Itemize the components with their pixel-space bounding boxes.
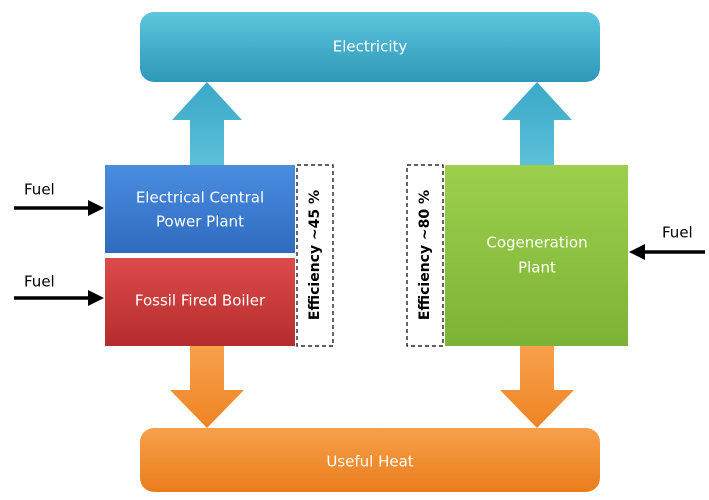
node-label: Power Plant	[156, 213, 244, 231]
arrow-up	[502, 82, 572, 165]
node-label: Cogeneration	[486, 234, 587, 252]
arrow-down	[170, 346, 244, 428]
boiler-box	[105, 258, 295, 346]
power-plant-box	[105, 165, 295, 253]
fuel-arrowhead	[88, 290, 104, 306]
fuel-label: Fuel	[24, 273, 55, 291]
fuel-arrowhead	[88, 200, 104, 216]
node-label: Electrical Central	[136, 189, 264, 207]
node-label: Plant	[518, 259, 556, 277]
arrow-down	[500, 346, 574, 428]
electricity-box	[140, 12, 600, 82]
node-label: Fossil Fired Boiler	[135, 292, 266, 310]
efficiency-label: Efficiency ~45 %	[307, 190, 323, 320]
efficiency-box	[296, 164, 334, 347]
fuel-label: Fuel	[24, 181, 55, 199]
fuel-label: Fuel	[662, 224, 693, 242]
heat-box	[140, 428, 600, 492]
efficiency-label: Efficiency ~80 %	[417, 190, 433, 320]
cogeneration-box	[445, 165, 628, 346]
node-label: Useful Heat	[326, 453, 413, 471]
fuel-arrowhead	[629, 244, 645, 260]
arrow-up	[172, 82, 242, 165]
node-label: Electricity	[333, 38, 408, 56]
efficiency-box	[406, 164, 444, 347]
